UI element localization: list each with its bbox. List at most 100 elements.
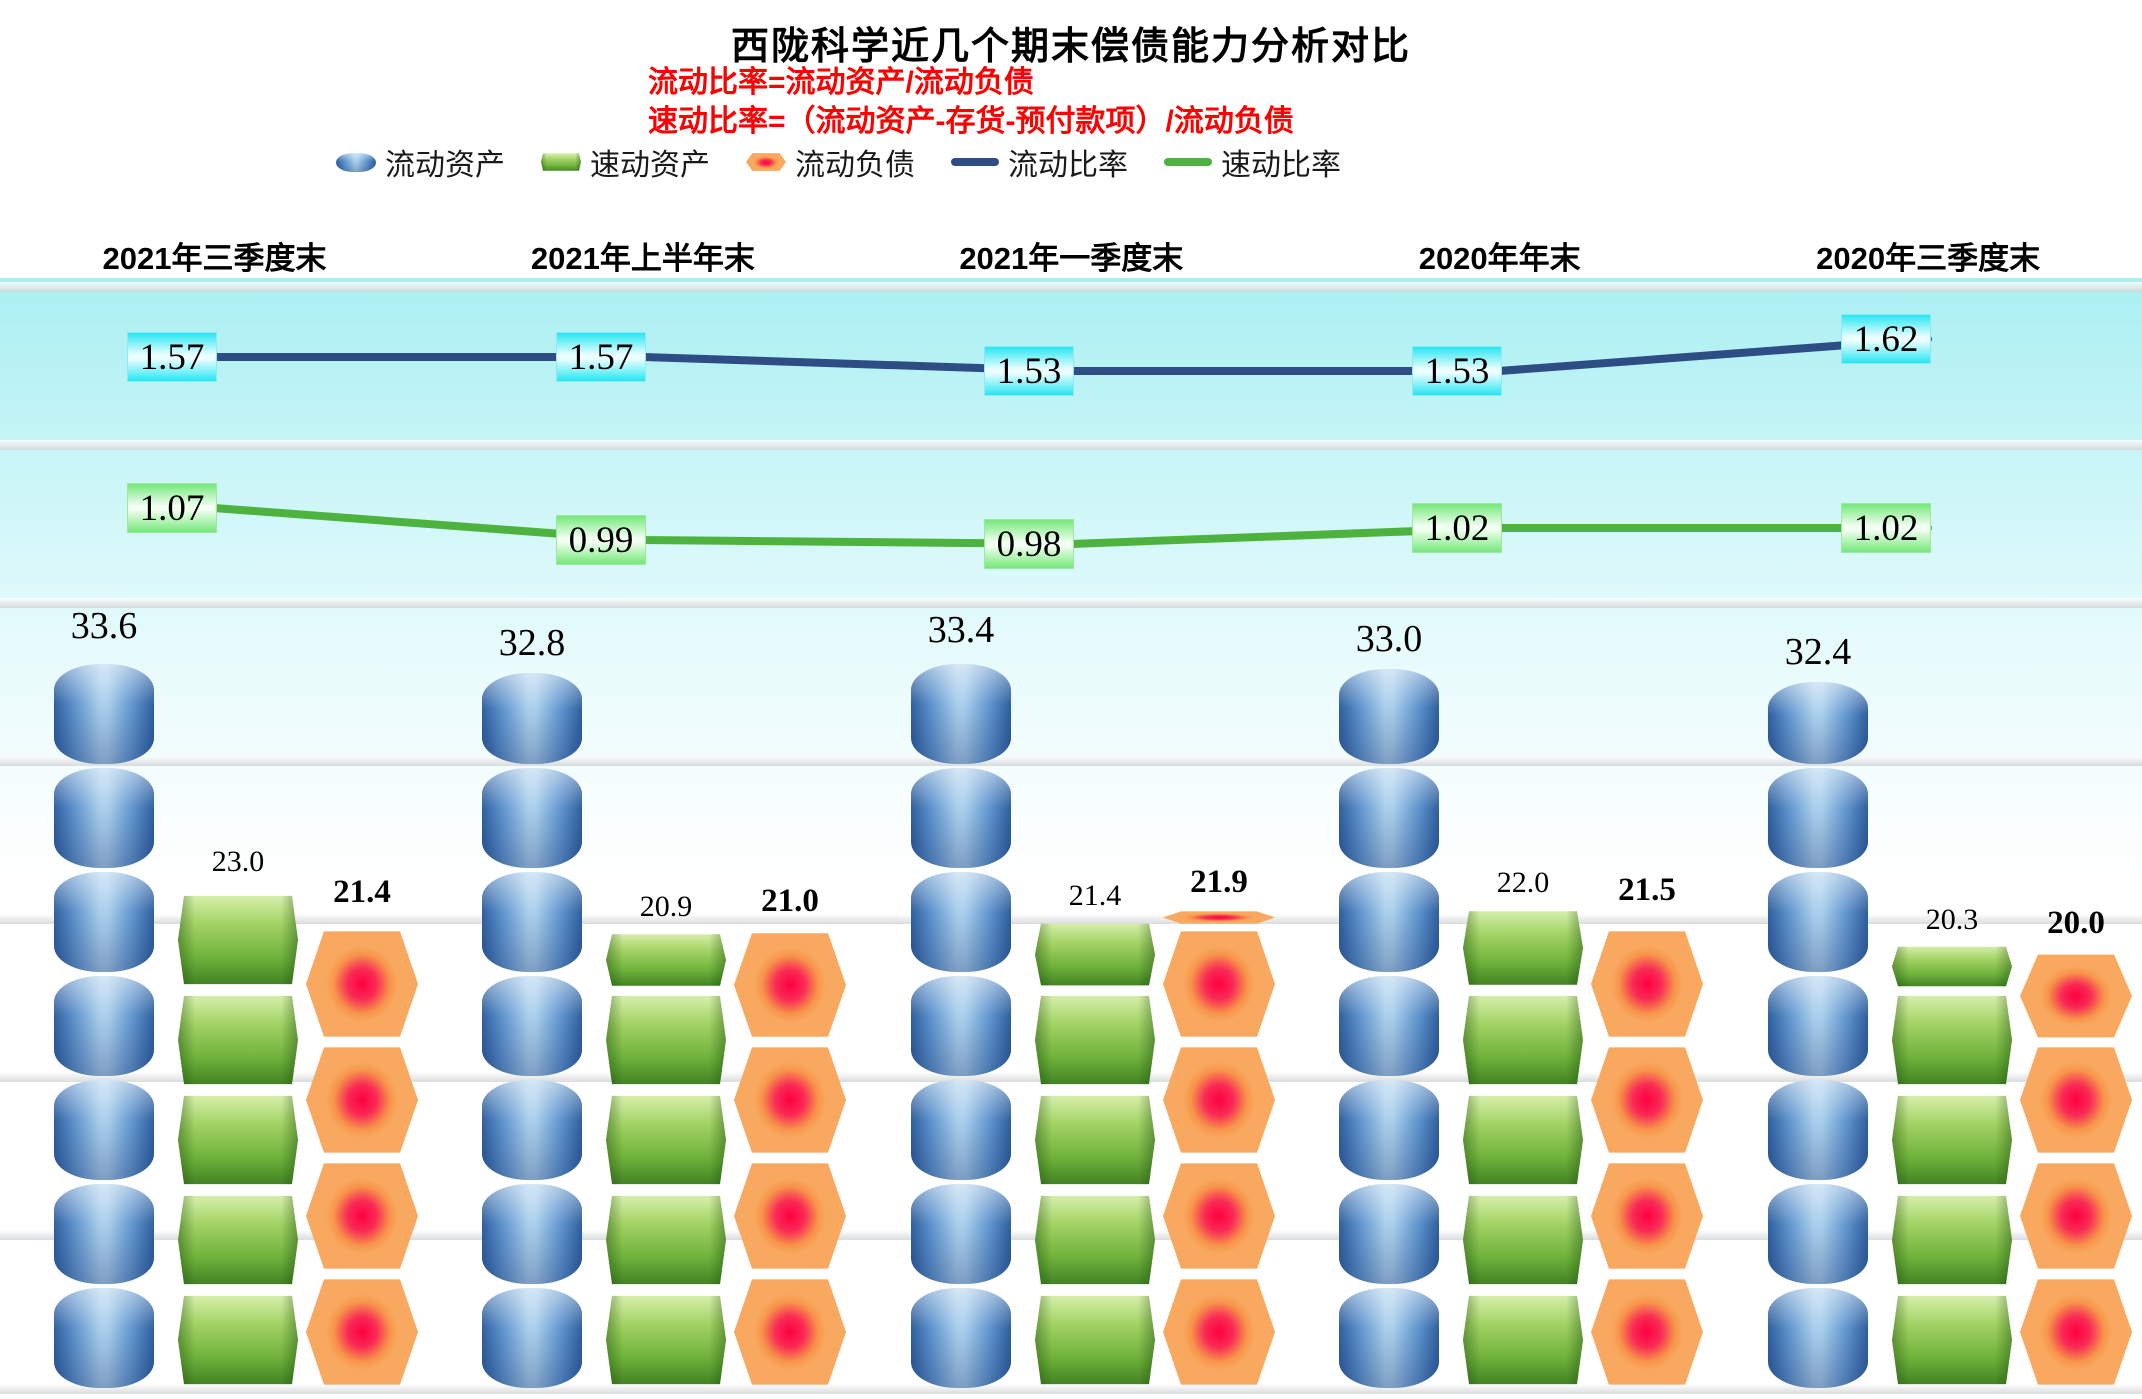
- bar-segment: [1463, 1295, 1583, 1385]
- gridline-stripe: [0, 1384, 2142, 1394]
- bar-quick-assets: [1463, 908, 1583, 1388]
- bar-segment: [306, 931, 418, 1037]
- legend: 流动资产 速动资产 流动负债 流动比率 速动比率: [336, 140, 1341, 184]
- bar-segment: [178, 1095, 298, 1185]
- bar-segment: [1163, 931, 1275, 1037]
- bar-segment: [306, 1047, 418, 1153]
- bar-segment: [1591, 1163, 1703, 1269]
- legend-label: 流动资产: [385, 149, 505, 182]
- bar-segment: [911, 1184, 1011, 1284]
- bar-segment: [606, 1295, 726, 1385]
- bar-segment: [482, 1184, 582, 1284]
- bar-segment: [911, 664, 1011, 764]
- bar-segment: [1339, 872, 1439, 972]
- bar-segment: [178, 895, 298, 985]
- bar-value-label: 21.4: [333, 874, 391, 910]
- bar-value-label: 33.0: [1355, 618, 1423, 660]
- bar-segment: [1163, 911, 1275, 924]
- legend-item: 流动资产: [336, 140, 505, 184]
- bar-segment: [1768, 872, 1868, 972]
- bar-segment: [1339, 768, 1439, 868]
- bar-segment: [911, 1288, 1011, 1388]
- bar-quick-assets: [178, 887, 298, 1388]
- bar-segment: [1339, 1288, 1439, 1388]
- bar-segment: [54, 976, 154, 1076]
- bar-segment: [2020, 954, 2132, 1038]
- bar-quick-assets: [1035, 921, 1155, 1388]
- bar-segment: [482, 1288, 582, 1388]
- bar-segment: [482, 1080, 582, 1180]
- bar-segment: [178, 1295, 298, 1385]
- bar-value-label: 21.0: [761, 883, 819, 919]
- bar-segment: [734, 1047, 846, 1153]
- bar-segment: [606, 995, 726, 1085]
- line-value-label: 1.53: [985, 347, 1073, 395]
- bar-value-label: 20.0: [2047, 905, 2105, 941]
- bar-segment: [911, 872, 1011, 972]
- bar-segment: [1463, 995, 1583, 1085]
- line-value-label: 1.02: [1413, 504, 1501, 552]
- bar-segment: [1339, 1184, 1439, 1284]
- bar-value-label: 20.9: [639, 890, 693, 923]
- bar-segment: [606, 934, 726, 986]
- bar-current-assets: [482, 673, 582, 1388]
- bar-current-assets: [54, 656, 154, 1388]
- bar-current-liabilities: [734, 930, 846, 1388]
- bar-current-liabilities: [306, 921, 418, 1388]
- legend-label: 流动负债: [795, 149, 915, 182]
- bar-segment: [911, 768, 1011, 868]
- line-value-label: 1.57: [557, 333, 645, 381]
- formula-quick-ratio: 速动比率=（流动资产-存货-预付款项）/流动负债: [648, 105, 1294, 138]
- bar-segment: [1892, 995, 2012, 1085]
- bar-value-label: 23.0: [211, 845, 265, 878]
- bar-segment: [606, 1095, 726, 1185]
- category-label: 2020年三季度末: [1816, 241, 2041, 276]
- bar-quick-assets: [1892, 945, 2012, 1388]
- bar-segment: [1892, 946, 2012, 987]
- legend-label: 速动资产: [590, 149, 710, 182]
- bar-value-label: 21.9: [1190, 864, 1248, 900]
- bar-segment: [1591, 1279, 1703, 1385]
- category-label: 2021年一季度末: [959, 241, 1184, 276]
- bar-segment: [54, 1080, 154, 1180]
- bar-quick-assets: [606, 932, 726, 1388]
- bar-segment: [54, 1288, 154, 1388]
- bar-segment: [1463, 911, 1583, 985]
- bar-value-label: 32.8: [498, 622, 566, 664]
- bar-segment: [1035, 1195, 1155, 1285]
- bar-segment: [1768, 768, 1868, 868]
- bar-segment: [1768, 976, 1868, 1076]
- bar-value-label: 33.6: [70, 605, 138, 647]
- legend-item: 流动负债: [746, 140, 915, 184]
- legend-label: 速动比率: [1221, 149, 1341, 182]
- bar-segment: [482, 976, 582, 1076]
- bar-segment: [1035, 1295, 1155, 1385]
- bar-segment: [482, 673, 582, 764]
- bar-segment: [1591, 1047, 1703, 1153]
- bar-value-label: 22.0: [1496, 866, 1550, 899]
- legend-marker-bar-blue-icon: [336, 152, 376, 172]
- legend-label: 流动比率: [1008, 149, 1128, 182]
- bar-segment: [2020, 1279, 2132, 1385]
- bar-segment: [482, 872, 582, 972]
- line-value-label: 1.02: [1842, 504, 1930, 552]
- bar-segment: [1892, 1095, 2012, 1185]
- bar-current-assets: [1339, 669, 1439, 1388]
- line-value-label: 1.62: [1842, 315, 1930, 363]
- legend-marker-line-icon: [1164, 158, 1212, 166]
- bar-segment: [54, 872, 154, 972]
- bar-segment: [1339, 669, 1439, 764]
- category-label: 2020年年末: [1418, 241, 1581, 276]
- bar-segment: [1163, 1163, 1275, 1269]
- bar-segment: [1768, 1080, 1868, 1180]
- line-value-label: 1.57: [128, 333, 216, 381]
- bar-value-label: 32.4: [1784, 631, 1852, 673]
- legend-item: 流动比率: [951, 140, 1128, 184]
- bar-segment: [734, 1163, 846, 1269]
- gridline-stripe: [0, 598, 2142, 608]
- category-label: 2021年三季度末: [102, 241, 327, 276]
- legend-item: 速动比率: [1164, 140, 1341, 184]
- chart-title: 西陇科学近几个期末偿债能力分析对比: [730, 26, 1411, 68]
- bar-segment: [1339, 976, 1439, 1076]
- bar-segment: [54, 664, 154, 764]
